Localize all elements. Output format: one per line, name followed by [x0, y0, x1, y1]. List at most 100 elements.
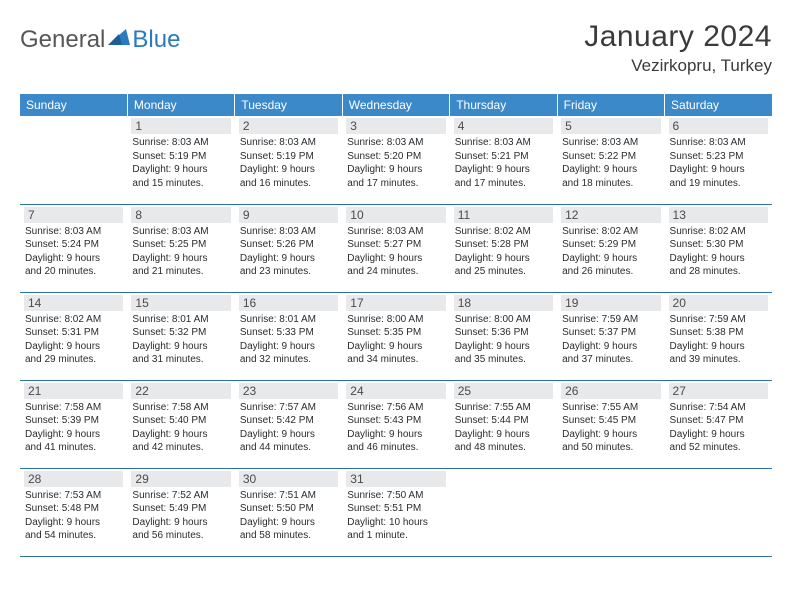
day-number: 8 — [131, 207, 230, 223]
daylight-line2: and 24 minutes. — [347, 265, 444, 279]
sunrise-text: Sunrise: 7:51 AM — [240, 489, 337, 503]
daylight-line1: Daylight: 10 hours — [347, 516, 444, 530]
day-number: 30 — [239, 471, 338, 487]
sunrise-text: Sunrise: 8:00 AM — [455, 313, 552, 327]
sunrise-text: Sunrise: 8:00 AM — [347, 313, 444, 327]
day-inner: 16Sunrise: 8:01 AMSunset: 5:33 PMDayligh… — [235, 293, 342, 371]
calendar-day-cell: 27 Sunrise: 7:54 AMSunset: 5:47 PMDayligh… — [665, 380, 772, 468]
sunrise-text: Sunrise: 7:55 AM — [455, 401, 552, 415]
sunset-text: Sunset: 5:28 PM — [455, 238, 552, 252]
day-detail: Sunrise: 8:03 AMSunset: 5:19 PMDaylight:… — [131, 136, 230, 190]
sunrise-text: Sunrise: 8:02 AM — [670, 225, 767, 239]
sunset-text: Sunset: 5:50 PM — [240, 502, 337, 516]
day-detail: Sunrise: 7:54 AMSunset: 5:47 PMDaylight:… — [669, 401, 768, 455]
calendar-day-cell: 21 Sunrise: 7:58 AMSunset: 5:39 PMDayligh… — [20, 380, 127, 468]
sunset-text: Sunset: 5:38 PM — [670, 326, 767, 340]
day-detail: Sunrise: 7:58 AMSunset: 5:39 PMDaylight:… — [24, 401, 123, 455]
daylight-line1: Daylight: 9 hours — [562, 428, 659, 442]
sunrise-text: Sunrise: 8:03 AM — [347, 136, 444, 150]
calendar-day-cell: 23Sunrise: 7:57 AMSunset: 5:42 PMDayligh… — [235, 380, 342, 468]
day-detail: Sunrise: 7:50 AMSunset: 5:51 PMDaylight:… — [346, 489, 445, 543]
sunset-text: Sunset: 5:45 PM — [562, 414, 659, 428]
weekday-header: Sunday — [20, 94, 127, 116]
sunrise-text: Sunrise: 8:03 AM — [347, 225, 444, 239]
daylight-line2: and 37 minutes. — [562, 353, 659, 367]
sunset-text: Sunset: 5:23 PM — [670, 150, 767, 164]
sunset-text: Sunset: 5:33 PM — [240, 326, 337, 340]
sunset-text: Sunset: 5:32 PM — [132, 326, 229, 340]
sunset-text: Sunset: 5:48 PM — [25, 502, 122, 516]
day-detail: Sunrise: 7:57 AMSunset: 5:42 PMDaylight:… — [239, 401, 338, 455]
calendar-day-cell: 31Sunrise: 7:50 AMSunset: 5:51 PMDayligh… — [342, 468, 449, 556]
day-detail: Sunrise: 8:03 AMSunset: 5:25 PMDaylight:… — [131, 225, 230, 279]
daylight-line2: and 50 minutes. — [562, 441, 659, 455]
sunrise-text: Sunrise: 8:01 AM — [132, 313, 229, 327]
daylight-line2: and 17 minutes. — [455, 177, 552, 191]
sunrise-text: Sunrise: 7:54 AM — [670, 401, 767, 415]
calendar-day-cell: 12Sunrise: 8:02 AMSunset: 5:29 PMDayligh… — [557, 204, 664, 292]
title-block: January 2024 Vezirkopru, Turkey — [584, 20, 772, 76]
sunset-text: Sunset: 5:44 PM — [455, 414, 552, 428]
calendar-day-cell: 26Sunrise: 7:55 AMSunset: 5:45 PMDayligh… — [557, 380, 664, 468]
daylight-line2: and 25 minutes. — [455, 265, 552, 279]
calendar-day-cell: 11Sunrise: 8:02 AMSunset: 5:28 PMDayligh… — [450, 204, 557, 292]
sunrise-text: Sunrise: 7:58 AM — [25, 401, 122, 415]
calendar-page: General Blue January 2024 Vezirkopru, Tu… — [0, 0, 792, 567]
day-inner: 28Sunrise: 7:53 AMSunset: 5:48 PMDayligh… — [20, 469, 127, 547]
daylight-line1: Daylight: 9 hours — [347, 340, 444, 354]
day-number: 11 — [454, 207, 553, 223]
day-number: 7 — [24, 207, 123, 223]
day-inner: 6Sunrise: 8:03 AMSunset: 5:23 PMDaylight… — [665, 116, 772, 194]
daylight-line1: Daylight: 9 hours — [240, 340, 337, 354]
weekday-header: Monday — [127, 94, 234, 116]
day-inner: 8 Sunrise: 8:03 AMSunset: 5:25 PMDaylight… — [127, 205, 234, 283]
location: Vezirkopru, Turkey — [584, 56, 772, 76]
sunset-text: Sunset: 5:20 PM — [347, 150, 444, 164]
day-inner: 23Sunrise: 7:57 AMSunset: 5:42 PMDayligh… — [235, 381, 342, 459]
day-inner: 24 Sunrise: 7:56 AMSunset: 5:43 PMDayligh… — [342, 381, 449, 459]
day-inner: 1 Sunrise: 8:03 AMSunset: 5:19 PMDaylight… — [127, 116, 234, 194]
day-number: 14 — [24, 295, 123, 311]
daylight-line1: Daylight: 9 hours — [240, 163, 337, 177]
daylight-line1: Daylight: 9 hours — [132, 252, 229, 266]
day-number: 12 — [561, 207, 660, 223]
day-detail: Sunrise: 7:56 AMSunset: 5:43 PMDaylight:… — [346, 401, 445, 455]
daylight-line1: Daylight: 9 hours — [670, 252, 767, 266]
sunrise-text: Sunrise: 8:03 AM — [132, 136, 229, 150]
calendar-day-cell: 5Sunrise: 8:03 AMSunset: 5:22 PMDaylight… — [557, 116, 664, 204]
day-number: 21 — [24, 383, 123, 399]
day-inner: 18Sunrise: 8:00 AMSunset: 5:36 PMDayligh… — [450, 293, 557, 371]
day-number: 5 — [561, 118, 660, 134]
daylight-line2: and 18 minutes. — [562, 177, 659, 191]
sunrise-text: Sunrise: 8:03 AM — [240, 136, 337, 150]
day-number: 19 — [561, 295, 660, 311]
day-number: 2 — [239, 118, 338, 134]
day-detail: Sunrise: 8:03 AMSunset: 5:19 PMDaylight:… — [239, 136, 338, 190]
day-number: 27 — [669, 383, 768, 399]
day-inner: 26Sunrise: 7:55 AMSunset: 5:45 PMDayligh… — [557, 381, 664, 459]
day-number: 24 — [346, 383, 445, 399]
day-detail: Sunrise: 7:55 AMSunset: 5:45 PMDaylight:… — [561, 401, 660, 455]
day-detail: Sunrise: 8:03 AMSunset: 5:23 PMDaylight:… — [669, 136, 768, 190]
calendar-day-cell: 30Sunrise: 7:51 AMSunset: 5:50 PMDayligh… — [235, 468, 342, 556]
day-detail: Sunrise: 8:01 AMSunset: 5:32 PMDaylight:… — [131, 313, 230, 367]
day-inner: 19Sunrise: 7:59 AMSunset: 5:37 PMDayligh… — [557, 293, 664, 371]
day-inner: 30Sunrise: 7:51 AMSunset: 5:50 PMDayligh… — [235, 469, 342, 547]
sunrise-text: Sunrise: 7:56 AM — [347, 401, 444, 415]
day-number: 1 — [131, 118, 230, 134]
weekday-header: Tuesday — [235, 94, 342, 116]
calendar-day-cell: 22Sunrise: 7:58 AMSunset: 5:40 PMDayligh… — [127, 380, 234, 468]
daylight-line1: Daylight: 9 hours — [562, 340, 659, 354]
daylight-line1: Daylight: 9 hours — [562, 163, 659, 177]
day-inner: 9Sunrise: 8:03 AMSunset: 5:26 PMDaylight… — [235, 205, 342, 283]
day-inner: 25Sunrise: 7:55 AMSunset: 5:44 PMDayligh… — [450, 381, 557, 459]
day-inner: 5Sunrise: 8:03 AMSunset: 5:22 PMDaylight… — [557, 116, 664, 194]
calendar-table: SundayMondayTuesdayWednesdayThursdayFrid… — [20, 94, 772, 557]
sunrise-text: Sunrise: 7:50 AM — [347, 489, 444, 503]
day-number: 18 — [454, 295, 553, 311]
daylight-line2: and 48 minutes. — [455, 441, 552, 455]
logo: General Blue — [20, 26, 180, 54]
logo-triangle-icon — [108, 27, 130, 45]
daylight-line2: and 58 minutes. — [240, 529, 337, 543]
day-inner: 4Sunrise: 8:03 AMSunset: 5:21 PMDaylight… — [450, 116, 557, 194]
